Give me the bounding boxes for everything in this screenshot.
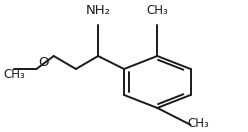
Text: CH₃: CH₃: [146, 4, 168, 17]
Text: CH₃: CH₃: [3, 68, 25, 81]
Text: CH₃: CH₃: [187, 117, 209, 130]
Text: NH₂: NH₂: [86, 4, 111, 17]
Text: O: O: [39, 56, 49, 69]
